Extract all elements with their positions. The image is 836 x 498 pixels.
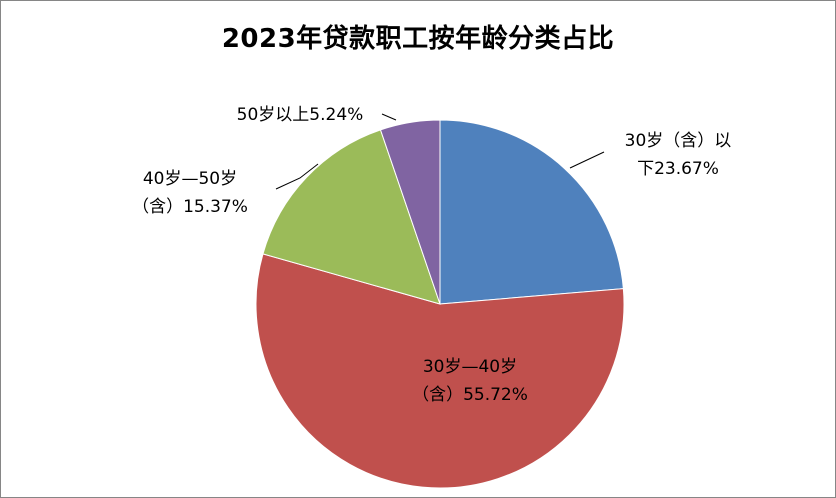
- data-label-30-40-line2: （含）55.72%: [412, 385, 528, 405]
- data-label-over-50-line1: 50岁以上5.24%: [237, 105, 364, 125]
- data-label-40-50-line1: 40岁—50岁: [143, 169, 237, 189]
- leader-line-over-50: [381, 113, 397, 121]
- pie-slice-over-50: [379, 119, 441, 305]
- data-label-30-40-line1: 30岁—40岁: [423, 357, 517, 377]
- data-label-under-30-line1: 30岁（含）以: [625, 131, 732, 151]
- data-label-40-50-line2: （含）15.37%: [132, 197, 248, 217]
- chart-title: 2023年贷款职工按年龄分类占比: [221, 24, 615, 54]
- pie-slice-under-30: [439, 119, 624, 305]
- data-label-under-30-line2: 下23.67%: [637, 159, 719, 179]
- pie-slice-30-40: [255, 253, 625, 489]
- pie-slice-40-50: [262, 129, 441, 305]
- leader-line-under-30: [569, 151, 605, 169]
- leader-line-40-50: [275, 163, 319, 190]
